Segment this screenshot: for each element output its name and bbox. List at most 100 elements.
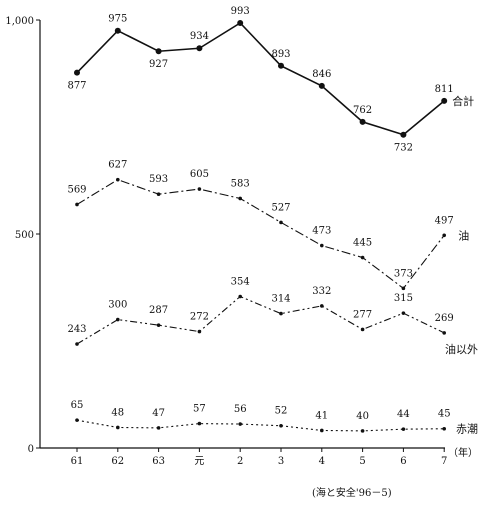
data-label: 332 xyxy=(312,286,331,297)
data-point xyxy=(320,428,324,433)
data-label: 243 xyxy=(67,324,86,335)
data-label: 52 xyxy=(275,406,288,417)
data-label: 56 xyxy=(234,404,247,415)
x-tick-label: 6 xyxy=(400,456,406,467)
data-label: 762 xyxy=(353,105,372,116)
data-point xyxy=(279,311,283,316)
data-point xyxy=(116,177,120,182)
series-line xyxy=(76,295,445,345)
series-name-label: 油 xyxy=(458,228,469,242)
data-label: 287 xyxy=(149,305,168,316)
data-label: 354 xyxy=(231,276,250,287)
y-tick-label: 1,000 xyxy=(5,16,34,27)
x-tick-label: 61 xyxy=(71,456,84,467)
data-label: 47 xyxy=(152,408,165,419)
data-label: 893 xyxy=(271,49,290,60)
series-name-label: 合計 xyxy=(452,94,474,108)
data-point xyxy=(197,421,202,426)
data-point xyxy=(156,426,161,430)
data-point xyxy=(401,286,406,291)
data-point xyxy=(156,323,161,327)
series-line xyxy=(76,21,445,136)
data-label: 300 xyxy=(108,300,127,311)
data-point xyxy=(279,220,283,225)
x-tick-label: 3 xyxy=(278,456,284,467)
data-point xyxy=(318,82,325,89)
data-point xyxy=(442,233,447,238)
data-label: 314 xyxy=(271,294,290,305)
data-point xyxy=(360,255,365,260)
x-tick-label: 62 xyxy=(111,456,124,467)
data-point xyxy=(75,418,79,422)
data-point xyxy=(320,243,324,248)
x-tick-label: 7 xyxy=(441,456,447,467)
data-point xyxy=(155,48,162,55)
y-tick-label: 0 xyxy=(28,444,34,455)
y-tick-label: 500 xyxy=(15,230,34,241)
data-point xyxy=(360,327,365,332)
data-label: 975 xyxy=(108,14,127,25)
data-point xyxy=(442,426,447,431)
data-point xyxy=(441,97,448,104)
data-point xyxy=(238,422,242,426)
data-point xyxy=(196,45,203,52)
data-point xyxy=(238,294,242,299)
data-label: 473 xyxy=(312,226,331,237)
source-note: (海と安全'96－5) xyxy=(312,486,392,499)
data-label: 934 xyxy=(190,31,209,42)
data-point xyxy=(197,329,202,334)
data-label: 57 xyxy=(193,404,206,415)
data-point xyxy=(278,62,284,69)
data-point xyxy=(360,429,365,433)
data-point xyxy=(238,196,242,201)
data-label: 732 xyxy=(394,143,413,154)
data-point xyxy=(116,425,120,430)
data-label: 269 xyxy=(435,313,454,324)
data-label: 927 xyxy=(149,59,168,70)
data-point xyxy=(156,192,161,196)
data-label: 846 xyxy=(312,69,331,80)
data-point xyxy=(197,187,202,191)
data-label: 45 xyxy=(438,409,451,420)
data-point xyxy=(75,202,79,207)
data-label: 445 xyxy=(353,238,372,249)
series-line xyxy=(76,179,445,290)
data-label: 593 xyxy=(149,174,168,185)
x-tick-label: 4 xyxy=(319,456,325,467)
x-ticks: 61 62 63 元 2 3 4 5 6 7 xyxy=(71,448,447,467)
series-3: 65 48 47 57 56 52 41 40 44 45 赤潮 xyxy=(71,400,478,436)
data-point xyxy=(75,342,79,346)
series-name-label: 油以外 xyxy=(445,342,478,356)
x-tick-label: 5 xyxy=(359,456,365,467)
data-label: 527 xyxy=(271,202,290,213)
data-label: 277 xyxy=(353,309,372,320)
data-label: 605 xyxy=(190,169,209,180)
data-point xyxy=(442,331,447,335)
data-label: 48 xyxy=(111,407,124,418)
data-label: 569 xyxy=(67,184,86,195)
data-point xyxy=(401,311,406,315)
data-label: 40 xyxy=(356,411,369,422)
data-point xyxy=(114,27,121,34)
data-label: 583 xyxy=(231,178,250,189)
data-label: 877 xyxy=(67,81,86,92)
data-label: 41 xyxy=(315,410,328,421)
data-label: 272 xyxy=(190,312,209,323)
series-line xyxy=(76,419,445,432)
data-point xyxy=(116,317,120,322)
data-point xyxy=(359,118,366,125)
data-point xyxy=(400,131,407,138)
x-tick-label: 元 xyxy=(194,456,204,467)
x-axis-unit-label: （年） xyxy=(448,446,478,459)
data-label: 811 xyxy=(435,84,454,95)
data-label: 497 xyxy=(435,215,454,226)
data-point xyxy=(74,69,80,76)
data-label: 373 xyxy=(394,268,413,279)
data-label: 627 xyxy=(108,160,127,171)
series-1: 569 627 593 605 583 527 473 445 373 497 油 xyxy=(67,160,469,291)
data-label: 315 xyxy=(394,293,413,304)
x-tick-label: 63 xyxy=(152,456,165,467)
